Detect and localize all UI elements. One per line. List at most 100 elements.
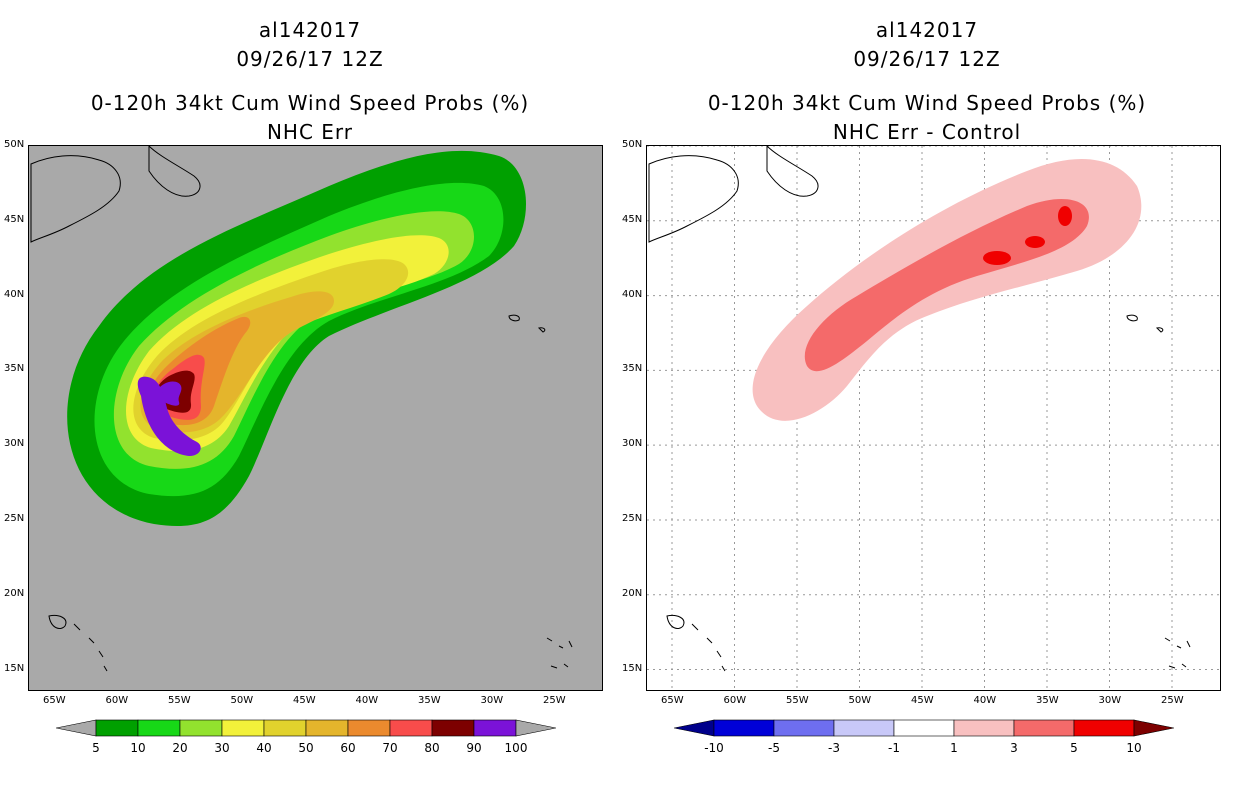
coastline <box>30 155 121 243</box>
colorbar-swatch <box>179 719 223 737</box>
colorbar-label: 80 <box>424 741 440 755</box>
right-colorbar <box>674 719 1174 737</box>
left-colorbar <box>56 719 556 737</box>
diff-band-5-10 <box>983 251 1011 265</box>
lon-label: 25W <box>543 695 566 706</box>
lon-label: 25W <box>1161 695 1184 706</box>
colorbar-over-triangle <box>515 719 556 737</box>
lon-label: 45W <box>911 695 934 706</box>
colorbar-label: -1 <box>888 741 900 755</box>
colorbar-swatch <box>713 719 775 737</box>
coastline <box>1155 327 1164 333</box>
coastline <box>546 637 573 669</box>
colorbar-label: -3 <box>828 741 840 755</box>
colorbar-label: 1 <box>950 741 958 755</box>
diff-band-5-10 <box>1025 236 1045 248</box>
lon-label: 30W <box>1098 695 1122 706</box>
left-coastlines <box>30 146 573 672</box>
colorbar-swatch <box>263 719 307 737</box>
lat-label: 35N <box>4 363 25 375</box>
left-subtitle: NHC Err <box>266 120 354 144</box>
right-product-title: 0-120h 34kt Cum Wind Speed Probs (%) <box>707 91 1147 115</box>
right-coastlines <box>648 146 1191 672</box>
colorbar-label: 5 <box>92 741 100 755</box>
colorbar-label: 3 <box>1010 741 1018 755</box>
colorbar-swatch <box>773 719 835 737</box>
colorbar-label: 70 <box>382 741 398 755</box>
colorbar-label: 100 <box>504 741 528 755</box>
coastline <box>537 327 546 333</box>
lat-label: 45N <box>4 213 25 225</box>
colorbar-label: 50 <box>298 741 314 755</box>
lat-label: 50N <box>4 139 25 150</box>
right-storm-id: al142017 <box>875 18 979 42</box>
lon-label: 35W <box>418 695 441 706</box>
left-probability-contours <box>67 150 526 527</box>
colorbar-label: 90 <box>466 741 482 755</box>
colorbar-label: 10 <box>130 741 146 755</box>
colorbar-label: 40 <box>256 741 272 755</box>
colorbar-swatch <box>347 719 391 737</box>
colorbar-swatch <box>137 719 181 737</box>
coastline <box>148 146 201 197</box>
lat-label: 50N <box>622 139 643 150</box>
colorbar-swatch <box>953 719 1015 737</box>
lat-label: 40N <box>622 288 643 300</box>
right-datetime: 09/26/17 12Z <box>853 47 1001 71</box>
lat-label: 20N <box>4 587 25 599</box>
lon-label: 65W <box>43 695 66 706</box>
coastline <box>666 615 685 629</box>
lat-label: 15N <box>622 662 643 674</box>
lat-label: 45N <box>622 213 643 225</box>
colorbar-swatch <box>221 719 265 737</box>
coastline <box>1126 314 1138 322</box>
lon-label: 50W <box>230 695 254 706</box>
colorbar-over-triangle <box>1133 719 1174 737</box>
lon-label: 40W <box>973 695 997 706</box>
lon-label: 55W <box>786 695 809 706</box>
colorbar-label: -10 <box>704 741 724 755</box>
lat-label: 40N <box>4 288 25 300</box>
colorbar-swatch <box>473 719 517 737</box>
coastline <box>648 155 739 243</box>
lon-label: 50W <box>848 695 872 706</box>
colorbar-swatch <box>305 719 349 737</box>
colorbar-swatch <box>833 719 895 737</box>
left-datetime: 09/26/17 12Z <box>236 47 384 71</box>
coastline <box>508 314 520 322</box>
lat-label: 30N <box>622 438 643 450</box>
lat-label: 25N <box>4 512 25 524</box>
lon-label: 65W <box>661 695 684 706</box>
lon-label: 45W <box>293 695 316 706</box>
colorbar-swatch <box>1073 719 1135 737</box>
coastline <box>73 623 108 672</box>
lon-label: 60W <box>105 695 129 706</box>
lon-label: 35W <box>1036 695 1059 706</box>
lat-label: 20N <box>622 587 643 599</box>
prob-core-90-100 <box>137 376 201 456</box>
colorbar-label: 10 <box>1126 741 1142 755</box>
colorbar-label: 20 <box>172 741 188 755</box>
right-difference-contours <box>752 159 1142 421</box>
lat-label: 25N <box>622 512 643 524</box>
diff-band-3-5 <box>804 198 1089 372</box>
coastline <box>691 623 726 672</box>
lon-label: 60W <box>723 695 747 706</box>
lat-label: 35N <box>622 363 643 375</box>
right-map-graphic <box>647 146 1220 690</box>
right-difference-map <box>646 145 1221 691</box>
colorbar-swatch <box>389 719 433 737</box>
lat-label: 30N <box>4 438 25 450</box>
colorbar-swatch <box>893 719 955 737</box>
colorbar-label: 5 <box>1070 741 1078 755</box>
colorbar-swatch <box>431 719 475 737</box>
left-product-title: 0-120h 34kt Cum Wind Speed Probs (%) <box>90 91 530 115</box>
diff-band-5-10 <box>1058 206 1072 226</box>
colorbar-under-triangle <box>56 719 97 737</box>
colorbar-label: 60 <box>340 741 356 755</box>
lon-label: 30W <box>480 695 504 706</box>
coastline <box>1164 637 1191 669</box>
left-probability-map <box>28 145 603 691</box>
coastline <box>48 615 67 629</box>
colorbar-label: -5 <box>768 741 780 755</box>
